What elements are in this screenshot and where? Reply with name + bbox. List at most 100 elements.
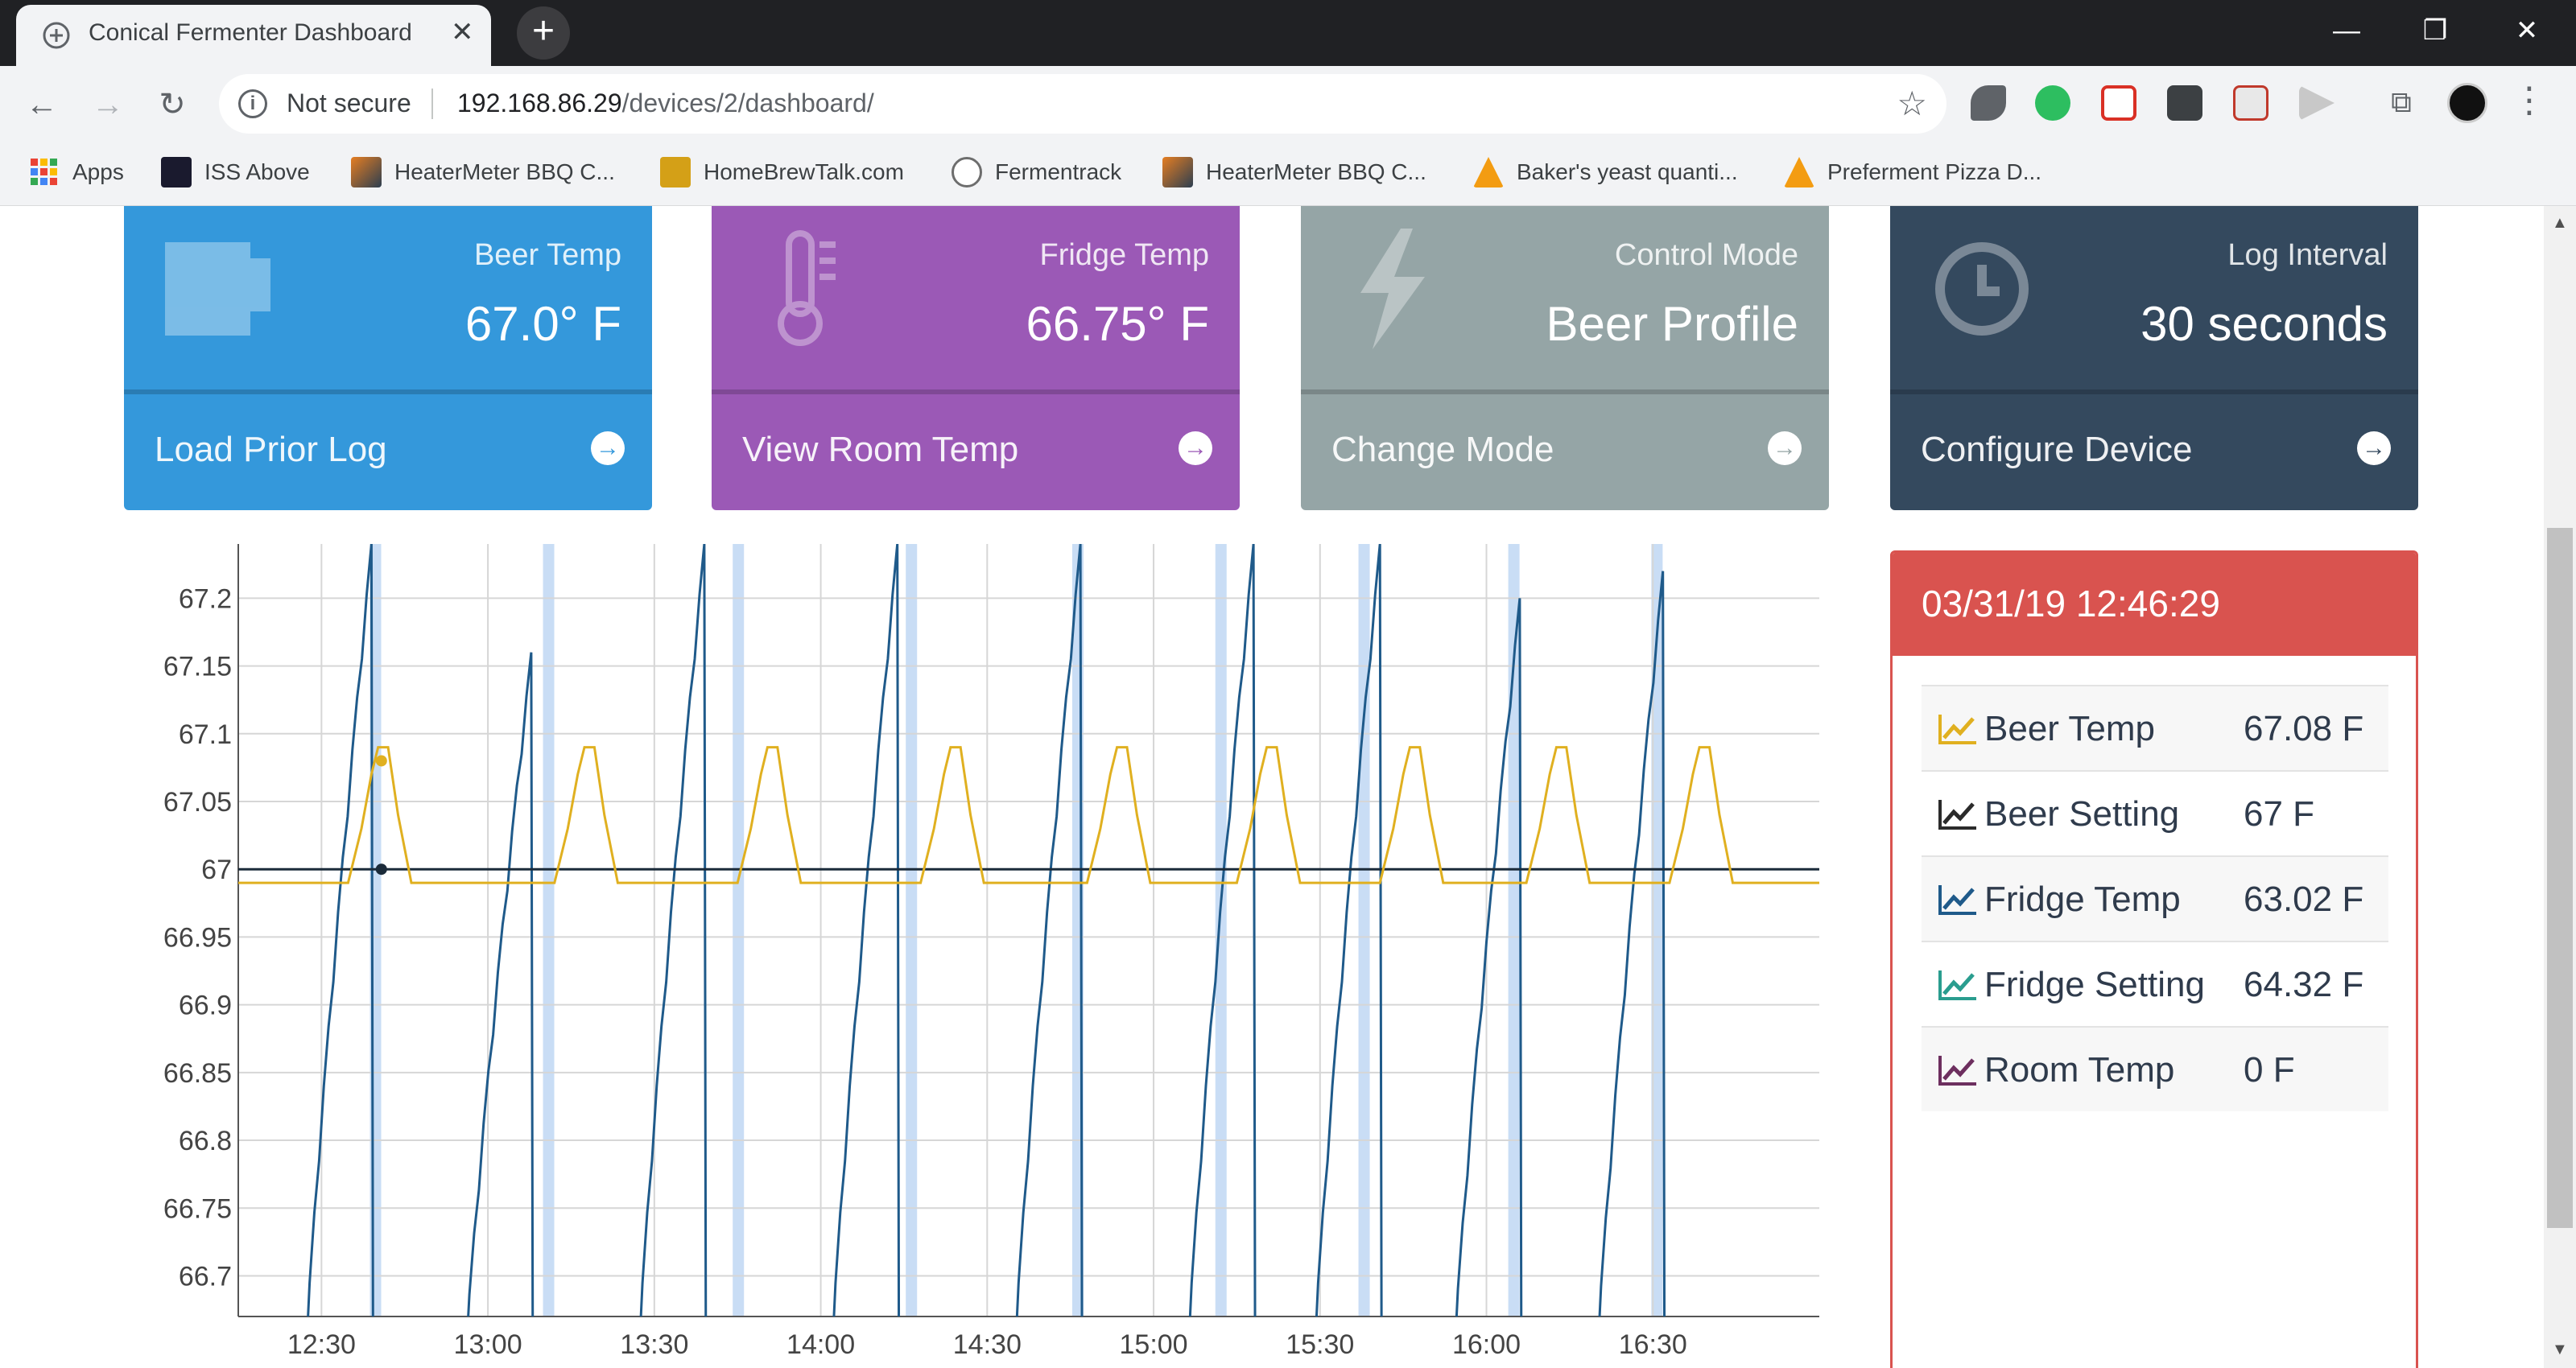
legend-series-name: Fridge Setting [1984,965,2205,1004]
tab-close-icon[interactable]: ✕ [451,17,474,47]
back-arrow-icon[interactable]: ← [26,87,58,122]
legend-table: Beer Temp 67.08 F Beer Setting 67 F Fridge T… [1922,685,2388,1111]
legend-row[interactable]: Room Temp 0 F [1922,1026,2388,1111]
lightning-icon [1360,229,1425,349]
y-tick-label: 66.95 [163,922,232,953]
x-tick-label: 13:30 [620,1329,688,1360]
url-text[interactable]: 192.168.86.29/devices/2/dashboard/ [457,89,874,118]
y-tick-label: 66.9 [179,991,232,1021]
panel-label: Fridge Temp [1039,238,1209,272]
chart-svg[interactable]: 67.2 67.15 67.1 67.05 67 66.95 66.9 66.85 66.8 66… [121,544,1843,1365]
legend-row[interactable]: Fridge Temp 63.02 F [1922,855,2388,941]
temperature-chart[interactable]: 67.2 67.15 67.1 67.05 67 66.95 66.9 66.85 66.8 66… [121,544,1843,1365]
extension-dots-icon[interactable] [2167,85,2202,121]
cooling-band [1358,544,1370,1316]
gmail-icon[interactable] [2101,85,2136,121]
legend-row[interactable]: Beer Temp 67.08 F [1922,685,2388,770]
bookmark-preferment-pizza[interactable]: Preferment Pizza D... [1784,155,2041,190]
bookmark-homebrewtalk[interactable]: HomeBrewTalk.com [660,155,904,190]
bookmark-heatermeter-2[interactable]: HeaterMeter BBQ C... [1162,155,1426,190]
evernote-icon[interactable] [2035,85,2070,121]
x-tick-label: 15:30 [1286,1329,1354,1360]
iss-icon [161,157,192,187]
pizza-icon [1473,157,1504,187]
beer-temp-hover-point [375,755,387,767]
beer-temp-line [238,746,1819,884]
legend-series-name: Room Temp [1984,1050,2175,1090]
log-interval-panel: Log Interval 30 seconds Configure Device… [1890,206,2418,510]
fridge-temp-panel: Fridge Temp 66.75° F View Room Temp → [712,206,1240,510]
cooling-band [543,544,555,1316]
cooling-band [1508,544,1520,1316]
load-prior-log-link[interactable]: Load Prior Log → [124,389,652,510]
panel-header: Control Mode Beer Profile [1301,206,1829,389]
reload-icon[interactable]: ↻ [159,87,186,122]
browser-toolbar: ← → ↻ i Not secure 192.168.86.29/devices… [0,66,2576,143]
bookmark-fermentrack[interactable]: Fermentrack [952,155,1121,190]
line-chart-icon [1938,715,1976,744]
y-tick-label: 66.7 [179,1261,232,1292]
legend-series-value: 67.08 F [2244,709,2364,748]
y-tick-label: 67.2 [179,583,232,614]
y-tick-label: 67.05 [163,787,232,818]
security-label: Not secure [287,89,411,117]
omnibox-divider [431,89,433,119]
x-tick-label: 14:30 [953,1329,1022,1360]
extension-pen-icon[interactable] [1971,85,2006,121]
panel-header: Beer Temp 67.0° F [124,206,652,389]
scroll-up-icon[interactable]: ▲ [2552,214,2568,232]
restore-button[interactable]: ❐ [2422,15,2448,46]
bookmark-heatermeter-1[interactable]: HeaterMeter BBQ C... [351,155,615,190]
menu-kebab-icon[interactable]: ⋮ [2512,80,2547,120]
acrobat-icon[interactable] [2233,85,2268,121]
x-tick-label: 15:00 [1120,1329,1188,1360]
panel-label: Log Interval [2227,238,2388,272]
y-tick-label: 67.15 [163,652,232,682]
y-tick-label: 66.8 [179,1126,232,1156]
view-room-temp-link[interactable]: View Room Temp → [712,389,1240,510]
legend-panel: 03/31/19 12:46:29 Beer Temp 67.08 F Beer S… [1890,550,2418,1368]
bookmark-bakers-yeast[interactable]: Baker's yeast quanti... [1473,155,1738,190]
line-chart-icon [1938,1056,1976,1086]
line-chart-icon [1938,970,1976,1000]
new-tab-button[interactable]: + [517,6,570,60]
bookmark-label: Fermentrack [995,159,1122,184]
cast-icon[interactable]: ⧉ [2391,85,2412,118]
forward-arrow-icon[interactable]: → [92,87,124,122]
scroll-down-icon[interactable]: ▼ [2552,1341,2568,1358]
info-icon[interactable]: i [238,89,267,118]
bookmark-star-icon[interactable]: ☆ [1897,84,1927,122]
fermentrack-tab-icon [43,22,70,49]
browser-tab[interactable]: Conical Fermenter Dashboard ✕ [16,5,491,66]
dashboard-page: Beer Temp 67.0° F Load Prior Log → Fridg… [0,206,2544,1368]
address-bar[interactable]: i Not secure 192.168.86.29/devices/2/das… [219,74,1946,134]
control-mode-panel: Control Mode Beer Profile Change Mode → [1301,206,1829,510]
x-tick-label: 16:00 [1452,1329,1521,1360]
legend-row[interactable]: Beer Setting 67 F [1922,770,2388,855]
minimize-button[interactable]: — [2333,15,2360,46]
cooling-band [1651,544,1663,1316]
legend-row[interactable]: Fridge Setting 64.32 F [1922,941,2388,1026]
x-tick-label: 12:30 [287,1329,356,1360]
cooling-band [906,544,918,1316]
legend-series-value: 64.32 F [2244,965,2364,1004]
profile-avatar[interactable] [2447,83,2487,123]
panel-value: Beer Profile [1546,297,1798,351]
close-window-button[interactable]: ✕ [2515,15,2539,46]
legend-series-name: Beer Temp [1984,709,2155,748]
thermometer-icon [778,230,836,346]
cooling-band [733,544,745,1316]
bookmark-apps[interactable]: Apps [29,155,124,190]
panel-label: Control Mode [1614,238,1798,272]
panel-value: 67.0° F [464,297,621,351]
bookmarks-bar: Apps ISS Above HeaterMeter BBQ C... Home… [0,143,2576,206]
configure-device-link[interactable]: Configure Device → [1890,389,2418,510]
page-scrollbar[interactable]: ▲ ▼ [2544,206,2576,1368]
panel-value: 66.75° F [1026,297,1209,351]
bookmark-iss-above[interactable]: ISS Above [161,155,310,190]
scrollbar-thumb[interactable] [2547,528,2573,1228]
change-mode-link[interactable]: Change Mode → [1301,389,1829,510]
heatermeter-icon [1162,157,1193,187]
arrow-right-circle-icon: → [591,431,625,465]
y-tick-label: 67.1 [179,719,232,750]
